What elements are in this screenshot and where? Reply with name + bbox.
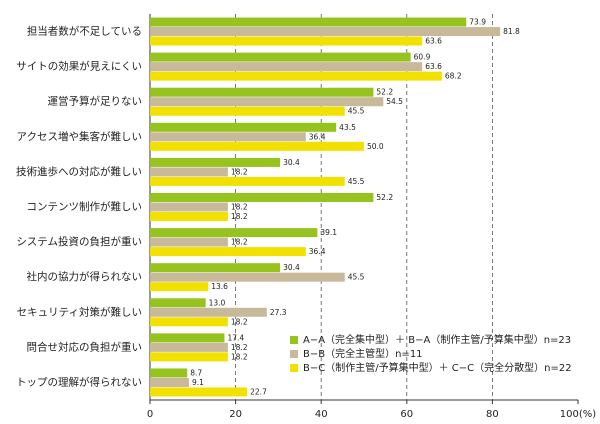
value-label: 52.2 (376, 193, 393, 202)
category-label: 技術進歩への対応が難しい (16, 165, 142, 178)
bar (150, 307, 267, 317)
bar (150, 237, 228, 247)
legend-label: A−A（完全集中型）＋ B−A（制作主管/予算集中型）n=23 (303, 333, 571, 346)
legend-swatch (290, 364, 298, 372)
bar (150, 202, 228, 212)
legend-swatch (290, 336, 298, 344)
x-tick-label: 60 (400, 409, 413, 420)
value-label: 18.2 (231, 352, 248, 361)
value-label: 17.4 (227, 333, 244, 342)
bar (150, 176, 345, 186)
bar (150, 263, 281, 273)
value-label: 27.3 (270, 308, 287, 317)
bar (150, 97, 384, 107)
value-label: 54.5 (386, 97, 403, 106)
value-label: 52.2 (376, 88, 393, 97)
bar (150, 342, 228, 352)
value-label: 39.1 (320, 228, 337, 237)
bar (150, 377, 189, 387)
bar (150, 71, 442, 81)
bar (150, 87, 374, 97)
bar (150, 387, 248, 397)
value-label: 13.6 (211, 282, 228, 291)
category-label: 運営予算が足りない (48, 95, 143, 108)
value-label: 9.1 (192, 378, 204, 387)
value-label: 18.2 (231, 167, 248, 176)
value-label: 81.8 (503, 27, 520, 36)
value-label: 45.5 (348, 177, 365, 186)
bar (150, 298, 206, 308)
x-tick-label: 40 (315, 409, 328, 420)
bar (150, 368, 188, 378)
value-label: 63.6 (425, 37, 442, 46)
value-label: 43.5 (339, 123, 356, 132)
category-label: 社内の協力が得られない (27, 270, 143, 283)
category-label: トップの理解が得られない (16, 375, 142, 388)
x-tick-label: 80 (486, 409, 499, 420)
value-label: 60.9 (414, 53, 431, 62)
category-label: システム投資の負担が重い (16, 235, 142, 248)
legend-label: B−B（完全主管型）n=11 (303, 347, 423, 360)
legend-swatch (290, 350, 298, 358)
legend-label: B−C（制作主管/予算集中型）＋ C−C（完全分散型）n=22 (303, 361, 572, 374)
x-tick-label: 20 (229, 409, 242, 420)
bar (150, 106, 345, 116)
category-label: アクセス増や集客が難しい (17, 130, 142, 143)
x-tick-label: 0 (147, 409, 153, 420)
value-label: 18.2 (231, 317, 248, 326)
bar (150, 62, 423, 72)
value-label: 50.0 (367, 142, 384, 151)
value-label: 73.9 (469, 18, 486, 27)
value-label: 18.2 (231, 212, 248, 221)
value-label: 45.5 (348, 107, 365, 116)
value-label: 45.5 (348, 273, 365, 282)
value-label: 18.2 (231, 343, 248, 352)
bar (150, 317, 228, 327)
bar (150, 122, 337, 132)
value-label: 68.2 (445, 72, 462, 81)
bar (150, 17, 467, 27)
bar (150, 333, 225, 343)
bar (150, 282, 209, 292)
bar (150, 193, 374, 202)
bar (150, 141, 364, 151)
bar (150, 36, 423, 46)
bar (150, 132, 306, 142)
bar (150, 27, 501, 37)
value-label: 36.4 (309, 132, 326, 141)
value-label: 22.7 (250, 387, 267, 396)
bar (150, 157, 281, 167)
bar (150, 228, 318, 238)
bar (150, 352, 228, 362)
value-label: 63.6 (425, 62, 442, 71)
value-label: 30.4 (283, 158, 300, 167)
bar (150, 272, 345, 282)
bar (150, 247, 306, 257)
value-label: 13.0 (209, 298, 226, 307)
value-label: 18.2 (231, 238, 248, 247)
value-label: 30.4 (283, 263, 300, 272)
value-label: 36.4 (309, 247, 326, 256)
category-label: セキュリティ対策が難しい (17, 305, 142, 318)
category-label: 担当者数が不足している (27, 25, 142, 38)
category-label: コンテンツ制作が難しい (27, 200, 143, 213)
value-label: 18.2 (231, 203, 248, 212)
bar (150, 52, 411, 62)
bar (150, 212, 228, 221)
bar (150, 167, 228, 177)
category-label: サイトの効果が見えにくい (16, 60, 142, 73)
x-tick-label: 100(%) (560, 409, 596, 420)
category-label: 問合せ対応の負担が重い (27, 340, 143, 353)
value-label: 8.7 (190, 368, 202, 377)
